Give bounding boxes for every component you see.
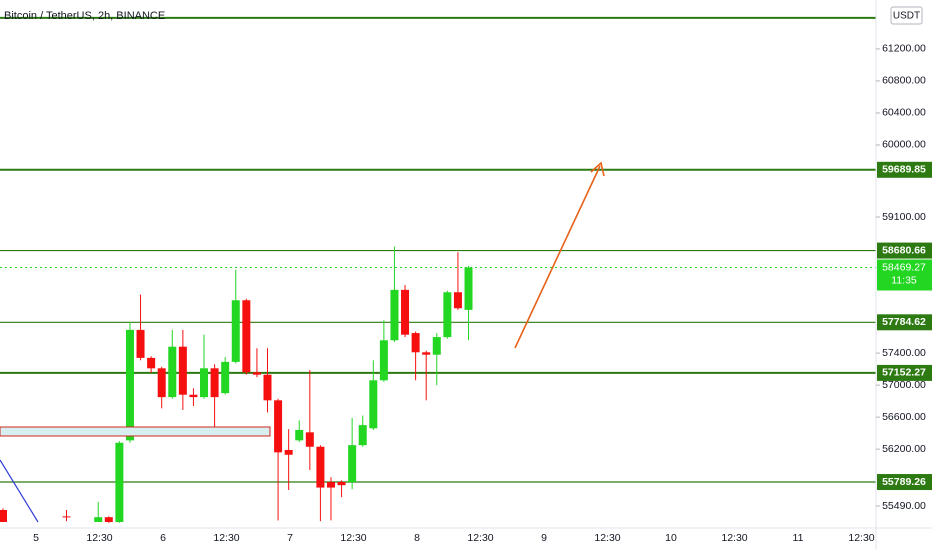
x-tick-label: 9: [541, 532, 547, 544]
level-label-box: [877, 161, 932, 178]
candle-body: [136, 329, 145, 358]
y-tick-label: 57400.00: [882, 347, 926, 359]
x-tick-label: 8: [414, 532, 420, 544]
y-tick-label: 57000.00: [882, 379, 926, 391]
level-label-box: [877, 474, 932, 491]
trend-line: [0, 459, 39, 523]
x-tick-label: 12:30: [467, 532, 493, 544]
candle-body: [295, 429, 304, 441]
candle-body: [252, 372, 261, 375]
y-tick-label: 61200.00: [882, 43, 926, 55]
currency-button[interactable]: [890, 6, 923, 25]
x-tick-label: 6: [160, 532, 166, 544]
candle-body: [168, 346, 177, 398]
last-price-box: [877, 259, 932, 291]
candle-body: [284, 449, 293, 455]
candle-body: [115, 442, 124, 522]
last-price-label: 58469.27: [882, 261, 926, 273]
arrow-head: [590, 161, 605, 177]
y-tick-label: 59100.00: [882, 211, 926, 223]
plot-area: [0, 16, 932, 523]
candle-body: [369, 380, 378, 429]
candle-body: [189, 394, 198, 398]
candle-body: [200, 368, 209, 398]
candle-body: [379, 340, 388, 381]
candle-body: [147, 357, 156, 369]
x-tick-label: 12:30: [86, 532, 112, 544]
level-label: 58680.66: [882, 244, 926, 256]
candle-body: [231, 300, 240, 362]
candle-body: [401, 289, 410, 335]
candle-body: [263, 374, 272, 401]
level-label: 57784.62: [882, 316, 926, 328]
level-label: 57152.27: [882, 367, 926, 379]
level-label-box: [877, 364, 932, 381]
candle-body: [453, 292, 462, 309]
x-tick-label: 12:30: [848, 532, 874, 544]
candle-body: [464, 267, 473, 310]
countdown: 11:35: [891, 274, 917, 286]
level-label: 55789.26: [882, 476, 926, 488]
candle-body: [94, 517, 103, 522]
level-label-box: [877, 242, 932, 259]
candle-body: [316, 446, 325, 488]
level-label: 59689.85: [882, 164, 926, 176]
x-tick-label: 7: [287, 532, 293, 544]
currency[interactable]: USDT: [893, 11, 920, 22]
candle-body: [62, 516, 71, 518]
candle-body: [274, 400, 283, 453]
y-tick-label: 55490.00: [882, 500, 926, 512]
candle-body: [337, 481, 346, 486]
x-tick-label: 10: [665, 532, 677, 544]
x-tick-label: 5: [33, 532, 39, 544]
candle-body: [125, 329, 134, 441]
candle-body: [390, 289, 399, 341]
axis-layer: 61200.00 60800.00 60400.00 60000.00 59100.00…: [33, 43, 932, 544]
y-tick-label: 60400.00: [882, 107, 926, 119]
candle-body: [0, 509, 7, 522]
x-tick-label: 12:30: [721, 532, 747, 544]
candle-body: [411, 333, 420, 353]
candle-body: [157, 368, 166, 398]
chart-title: Bitcoin / TetherUS, 2h, BINANCE: [4, 10, 165, 22]
candle-body: [358, 425, 367, 446]
candle-body: [242, 300, 251, 373]
candle-body: [443, 292, 452, 338]
candle-body: [348, 445, 357, 482]
candle-body: [221, 361, 230, 394]
y-tick-label: 56600.00: [882, 411, 926, 423]
zone-box: [0, 426, 271, 437]
x-tick-label: 11: [793, 532, 804, 544]
candle-body: [326, 481, 335, 488]
x-tick-label: 12:30: [213, 532, 239, 544]
y-tick-label: 56200.00: [882, 443, 926, 455]
y-tick-label: 60000.00: [882, 139, 926, 151]
arrow: [514, 165, 601, 349]
candle-body: [210, 368, 219, 398]
x-tick-label: 12:30: [340, 532, 366, 544]
candle-body: [178, 346, 187, 395]
y-tick-label: 60800.00: [882, 75, 926, 87]
candle-body: [104, 517, 113, 522]
x-tick-label: 12:30: [594, 532, 620, 544]
candle-body: [432, 337, 441, 355]
candle-body: [305, 432, 314, 447]
level-label-box: [877, 314, 932, 331]
candle-body: [422, 352, 431, 355]
